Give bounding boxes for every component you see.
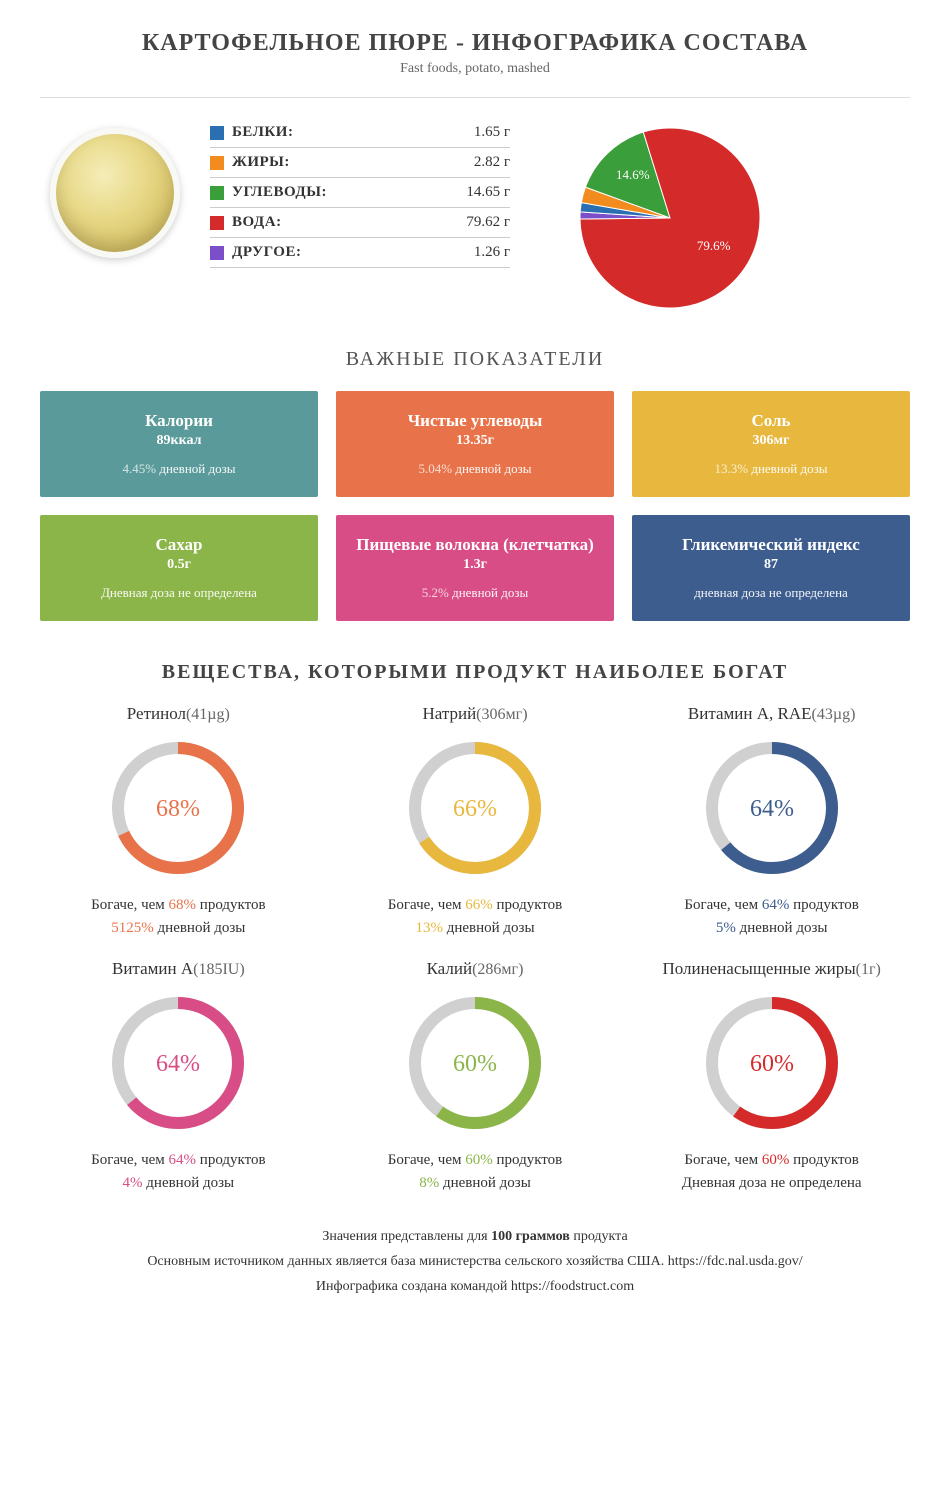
indicator-card: Сахар 0.5г Дневная доза не определена xyxy=(40,515,318,621)
footer-line-1: Значения представлены для 100 граммов пр… xyxy=(40,1224,910,1249)
card-title: Соль xyxy=(644,411,898,431)
ring-chart: 66% xyxy=(401,734,549,882)
composition-value: 1.65 г xyxy=(474,124,510,141)
ring-percent: 66% xyxy=(453,796,497,822)
ring-desc-2: 13% дневной дозы xyxy=(337,917,614,940)
food-image xyxy=(40,118,190,268)
card-value: 13.35г xyxy=(348,433,602,449)
indicator-card: Калории 89ккал 4.45% дневной дозы xyxy=(40,391,318,497)
composition-pie-chart: 14.6% 79.6% xyxy=(530,118,790,318)
composition-row: УГЛЕВОДЫ:14.65 г xyxy=(210,178,510,208)
ring-desc-2: 5125% дневной дозы xyxy=(40,917,317,940)
ring-desc-1: Богаче, чем 64% продуктов xyxy=(40,1149,317,1172)
ring-title: Натрий(306мг) xyxy=(337,704,614,724)
composition-row: ЖИРЫ:2.82 г xyxy=(210,148,510,178)
indicator-card: Гликемический индекс 87 дневная доза не оп… xyxy=(632,515,910,621)
card-value: 0.5г xyxy=(52,557,306,573)
ring-desc-1: Богаче, чем 60% продуктов xyxy=(633,1149,910,1172)
card-value: 89ккал xyxy=(52,433,306,449)
ring-desc-2: Дневная доза не определена xyxy=(633,1172,910,1195)
ring-percent: 68% xyxy=(156,796,200,822)
composition-label: ДРУГОЕ: xyxy=(232,244,474,261)
ring-desc-2: 4% дневной дозы xyxy=(40,1172,317,1195)
ring-title: Полиненасыщенные жиры(1г) xyxy=(633,959,910,979)
rings-grid: Ретинол(41µg) 68% Богаче, чем 68% продукто… xyxy=(40,704,910,1194)
ring-desc-2: 5% дневной дозы xyxy=(633,917,910,940)
page-subtitle: Fast foods, potato, mashed xyxy=(40,61,910,77)
ring-title: Ретинол(41µg) xyxy=(40,704,317,724)
composition-label: БЕЛКИ: xyxy=(232,124,474,141)
ring-percent: 64% xyxy=(750,796,794,822)
ring-item: Витамин A, RAE(43µg) 64% Богаче, чем 64% п… xyxy=(633,704,910,939)
card-title: Пищевые волокна (клетчатка) xyxy=(348,535,602,555)
card-value: 87 xyxy=(644,557,898,573)
card-value: 306мг xyxy=(644,433,898,449)
pie-label: 14.6% xyxy=(616,167,650,182)
ring-chart: 60% xyxy=(401,989,549,1137)
composition-value: 2.82 г xyxy=(474,154,510,171)
header: КАРТОФЕЛЬНОЕ ПЮРЕ - ИНФОГРАФИКА СОСТАВА … xyxy=(40,30,910,77)
indicator-card: Соль 306мг 13.3% дневной дозы xyxy=(632,391,910,497)
card-subtext: Дневная доза не определена xyxy=(52,585,306,601)
divider xyxy=(40,97,910,98)
card-title: Калории xyxy=(52,411,306,431)
ring-chart: 60% xyxy=(698,989,846,1137)
ring-chart: 68% xyxy=(104,734,252,882)
ring-percent: 64% xyxy=(156,1051,200,1077)
composition-value: 79.62 г xyxy=(466,214,510,231)
indicator-card: Чистые углеводы 13.35г 5.04% дневной дозы xyxy=(336,391,614,497)
ring-desc-1: Богаче, чем 60% продуктов xyxy=(337,1149,614,1172)
card-subtext: 5.04% дневной дозы xyxy=(348,461,602,477)
ring-chart: 64% xyxy=(698,734,846,882)
footer: Значения представлены для 100 граммов пр… xyxy=(40,1224,910,1300)
ring-item: Витамин A(185IU) 64% Богаче, чем 64% проду… xyxy=(40,959,317,1194)
card-subtext: 4.45% дневной дозы xyxy=(52,461,306,477)
ring-percent: 60% xyxy=(453,1051,497,1077)
ring-title: Витамин A(185IU) xyxy=(40,959,317,979)
ring-item: Калий(286мг) 60% Богаче, чем 60% продуктов… xyxy=(337,959,614,1194)
ring-desc-1: Богаче, чем 68% продуктов xyxy=(40,894,317,917)
card-title: Сахар xyxy=(52,535,306,555)
ring-percent: 60% xyxy=(750,1051,794,1077)
composition-label: УГЛЕВОДЫ: xyxy=(232,184,466,201)
color-swatch xyxy=(210,216,224,230)
footer-line-3: Инфографика создана командой https://foo… xyxy=(40,1274,910,1299)
ring-item: Полиненасыщенные жиры(1г) 60% Богаче, чем … xyxy=(633,959,910,1194)
composition-row: ВОДА:79.62 г xyxy=(210,208,510,238)
composition-row: БЕЛКИ:1.65 г xyxy=(210,118,510,148)
card-title: Гликемический индекс xyxy=(644,535,898,555)
card-title: Чистые углеводы xyxy=(348,411,602,431)
ring-title: Витамин A, RAE(43µg) xyxy=(633,704,910,724)
ring-desc-2: 8% дневной дозы xyxy=(337,1172,614,1195)
ring-desc-1: Богаче, чем 66% продуктов xyxy=(337,894,614,917)
mashed-potato-icon xyxy=(50,128,180,258)
top-section: БЕЛКИ:1.65 гЖИРЫ:2.82 гУГЛЕВОДЫ:14.65 гВ… xyxy=(40,118,910,318)
page-title: КАРТОФЕЛЬНОЕ ПЮРЕ - ИНФОГРАФИКА СОСТАВА xyxy=(40,30,910,57)
ring-chart: 64% xyxy=(104,989,252,1137)
ring-item: Ретинол(41µg) 68% Богаче, чем 68% продукто… xyxy=(40,704,317,939)
color-swatch xyxy=(210,246,224,260)
section-title-richest: ВЕЩЕСТВА, КОТОРЫМИ ПРОДУКТ НАИБОЛЕЕ БОГА… xyxy=(40,661,910,684)
section-title-indicators: ВАЖНЫЕ ПОКАЗАТЕЛИ xyxy=(40,348,910,371)
color-swatch xyxy=(210,186,224,200)
composition-value: 1.26 г xyxy=(474,244,510,261)
indicator-card: Пищевые волокна (клетчатка) 1.3г 5.2% днев… xyxy=(336,515,614,621)
composition-label: ВОДА: xyxy=(232,214,466,231)
card-value: 1.3г xyxy=(348,557,602,573)
composition-row: ДРУГОЕ:1.26 г xyxy=(210,238,510,268)
ring-item: Натрий(306мг) 66% Богаче, чем 66% продукто… xyxy=(337,704,614,939)
footer-line-2: Основным источником данных является база… xyxy=(40,1249,910,1274)
ring-desc-1: Богаче, чем 64% продуктов xyxy=(633,894,910,917)
color-swatch xyxy=(210,126,224,140)
indicator-cards: Калории 89ккал 4.45% дневной дозы Чистые уг… xyxy=(40,391,910,621)
composition-table: БЕЛКИ:1.65 гЖИРЫ:2.82 гУГЛЕВОДЫ:14.65 гВ… xyxy=(210,118,510,268)
card-subtext: 5.2% дневной дозы xyxy=(348,585,602,601)
card-subtext: дневная доза не определена xyxy=(644,585,898,601)
pie-label: 79.6% xyxy=(697,238,731,253)
card-subtext: 13.3% дневной дозы xyxy=(644,461,898,477)
color-swatch xyxy=(210,156,224,170)
composition-value: 14.65 г xyxy=(466,184,510,201)
composition-label: ЖИРЫ: xyxy=(232,154,474,171)
ring-title: Калий(286мг) xyxy=(337,959,614,979)
